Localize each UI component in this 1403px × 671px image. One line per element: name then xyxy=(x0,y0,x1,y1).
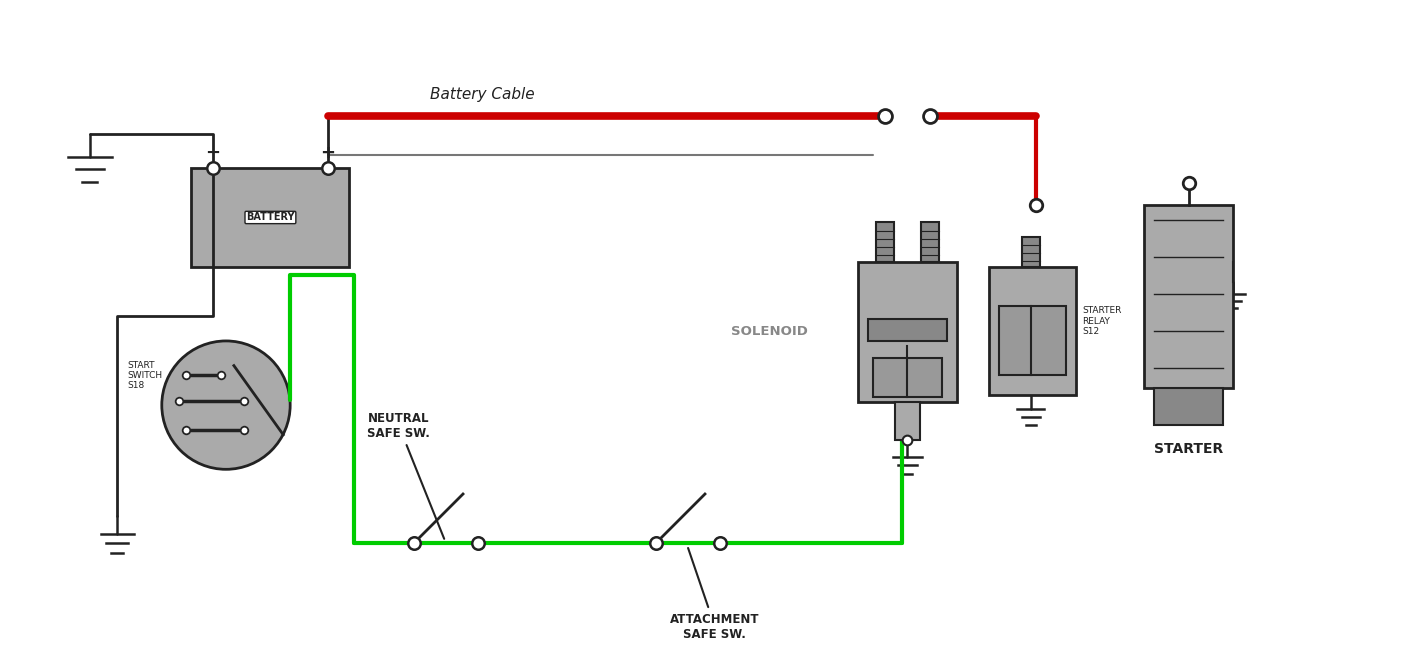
Text: BATTERY: BATTERY xyxy=(246,213,295,223)
Bar xyxy=(859,262,957,402)
Bar xyxy=(1145,205,1233,388)
Text: START
SWITCH
S18: START SWITCH S18 xyxy=(128,360,163,391)
Bar xyxy=(989,267,1076,395)
Text: +: + xyxy=(320,144,335,162)
Bar xyxy=(999,307,1066,376)
Bar xyxy=(873,358,941,397)
Text: STARTER
RELAY
S12: STARTER RELAY S12 xyxy=(1082,306,1121,336)
Bar xyxy=(875,222,894,262)
Bar xyxy=(895,402,920,440)
Bar xyxy=(1155,388,1223,425)
Text: ATTACHMENT
SAFE SW.: ATTACHMENT SAFE SW. xyxy=(671,548,759,641)
Text: NEUTRAL
SAFE SW.: NEUTRAL SAFE SW. xyxy=(368,412,445,539)
Circle shape xyxy=(161,341,290,469)
Bar xyxy=(1021,238,1040,267)
Bar xyxy=(191,168,349,267)
Text: Battery Cable: Battery Cable xyxy=(431,87,535,102)
Bar xyxy=(868,319,947,341)
Text: SOLENOID: SOLENOID xyxy=(731,325,808,338)
Text: −: − xyxy=(206,144,220,162)
Bar xyxy=(922,222,939,262)
Text: STARTER: STARTER xyxy=(1155,442,1223,456)
